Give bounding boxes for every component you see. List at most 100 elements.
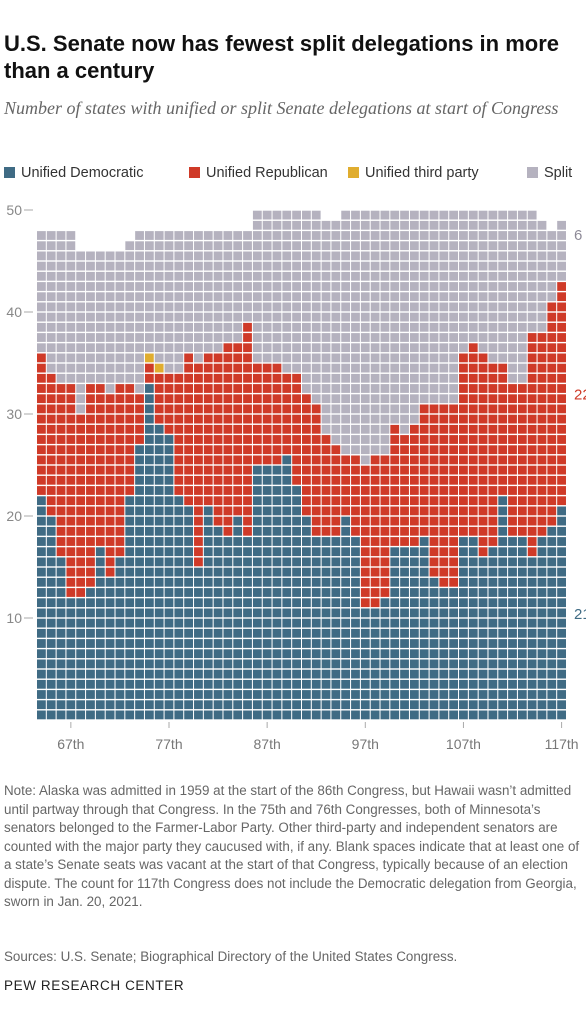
cell-unified-republican bbox=[233, 394, 243, 404]
cell-unified-democratic bbox=[154, 455, 164, 465]
cell-unified-republican bbox=[478, 526, 488, 536]
cell-unified-democratic bbox=[282, 649, 292, 659]
cell-unified-democratic bbox=[282, 557, 292, 567]
cell-unified-republican bbox=[557, 424, 566, 434]
cell-split bbox=[86, 282, 95, 291]
cell-split bbox=[243, 312, 252, 322]
cell-unified-democratic bbox=[252, 669, 262, 679]
cell-unified-republican bbox=[37, 424, 46, 434]
cell-split bbox=[154, 282, 164, 291]
cell-unified-democratic bbox=[449, 700, 459, 710]
cell-unified-democratic bbox=[243, 690, 252, 699]
cell-unified-democratic bbox=[527, 618, 537, 628]
cell-unified-democratic bbox=[419, 547, 429, 557]
cell-unified-republican bbox=[125, 414, 135, 424]
cell-split bbox=[439, 343, 449, 353]
cell-unified-democratic bbox=[213, 710, 223, 720]
cell-unified-democratic bbox=[115, 659, 125, 669]
cell-split bbox=[459, 251, 468, 261]
cell-split bbox=[125, 241, 135, 251]
cell-unified-democratic bbox=[66, 679, 76, 689]
cell-split bbox=[537, 312, 547, 322]
cell-unified-democratic bbox=[252, 679, 262, 689]
cell-split bbox=[439, 251, 449, 261]
cell-unified-democratic bbox=[46, 598, 56, 608]
cell-unified-republican bbox=[184, 435, 194, 444]
cell-split bbox=[331, 322, 341, 332]
cell-unified-democratic bbox=[517, 669, 527, 679]
cell-unified-republican bbox=[439, 475, 449, 485]
cell-unified-republican bbox=[184, 353, 194, 363]
cell-unified-democratic bbox=[252, 486, 262, 495]
cell-split bbox=[498, 282, 508, 291]
cell-split bbox=[262, 322, 272, 332]
cell-split bbox=[439, 363, 449, 373]
cell-split bbox=[400, 251, 409, 261]
cell-unified-democratic bbox=[262, 618, 272, 628]
cell-unified-republican bbox=[400, 465, 409, 475]
cell-unified-democratic bbox=[144, 455, 154, 465]
cell-unified-democratic bbox=[203, 567, 213, 577]
cell-split bbox=[439, 261, 449, 271]
cell-unified-republican bbox=[557, 343, 566, 353]
cell-unified-republican bbox=[66, 445, 76, 455]
cell-split bbox=[213, 271, 223, 281]
cell-split bbox=[527, 292, 537, 302]
cell-split bbox=[321, 404, 331, 414]
cell-unified-republican bbox=[66, 475, 76, 485]
cell-unified-democratic bbox=[537, 618, 547, 628]
cell-unified-democratic bbox=[56, 679, 66, 689]
cell-split bbox=[400, 384, 409, 393]
cell-unified-democratic bbox=[302, 700, 311, 710]
cell-split bbox=[508, 261, 517, 271]
cell-unified-republican bbox=[468, 353, 478, 363]
cell-unified-democratic bbox=[498, 628, 508, 638]
cell-unified-democratic bbox=[478, 577, 488, 587]
cell-split bbox=[331, 312, 341, 322]
cell-unified-democratic bbox=[46, 618, 56, 628]
cell-unified-democratic bbox=[262, 486, 272, 495]
cell-unified-democratic bbox=[272, 649, 282, 659]
cell-unified-republican bbox=[449, 577, 459, 587]
cell-split bbox=[380, 353, 390, 363]
cell-unified-democratic bbox=[184, 577, 194, 587]
cell-unified-republican bbox=[380, 475, 390, 485]
cell-split bbox=[459, 333, 468, 342]
cell-unified-republican bbox=[243, 465, 252, 475]
cell-unified-democratic bbox=[409, 649, 419, 659]
cell-unified-republican bbox=[302, 424, 311, 434]
cell-unified-democratic bbox=[292, 598, 301, 608]
cell-split bbox=[331, 231, 341, 240]
cell-unified-republican bbox=[498, 373, 508, 383]
bar-107th bbox=[459, 210, 468, 720]
cell-unified-democratic bbox=[429, 628, 439, 638]
cell-unified-republican bbox=[56, 414, 66, 424]
cell-split bbox=[125, 363, 135, 373]
cell-unified-republican bbox=[115, 394, 125, 404]
cell-unified-republican bbox=[154, 384, 164, 393]
cell-unified-republican bbox=[498, 465, 508, 475]
cell-unified-republican bbox=[194, 506, 203, 516]
cell-unified-democratic bbox=[86, 669, 95, 679]
cell-unified-democratic bbox=[321, 649, 331, 659]
cell-unified-democratic bbox=[125, 700, 135, 710]
cell-unified-democratic bbox=[547, 557, 557, 567]
cell-split bbox=[527, 210, 537, 220]
cell-unified-democratic bbox=[203, 649, 213, 659]
bar-92nd bbox=[311, 210, 321, 720]
cell-split bbox=[135, 261, 144, 271]
cell-unified-republican bbox=[449, 557, 459, 567]
cell-split bbox=[37, 231, 46, 240]
cell-unified-republican bbox=[223, 394, 233, 404]
cell-unified-democratic bbox=[390, 659, 400, 669]
bar-78th bbox=[174, 231, 184, 720]
cell-unified-republican bbox=[135, 424, 144, 434]
cell-split bbox=[419, 220, 429, 230]
cell-split bbox=[351, 445, 360, 455]
cell-unified-democratic bbox=[174, 506, 184, 516]
cell-unified-democratic bbox=[468, 567, 478, 577]
cell-unified-republican bbox=[400, 526, 409, 536]
bar-74th bbox=[135, 231, 144, 720]
cell-unified-republican bbox=[243, 373, 252, 383]
cell-split bbox=[380, 414, 390, 424]
